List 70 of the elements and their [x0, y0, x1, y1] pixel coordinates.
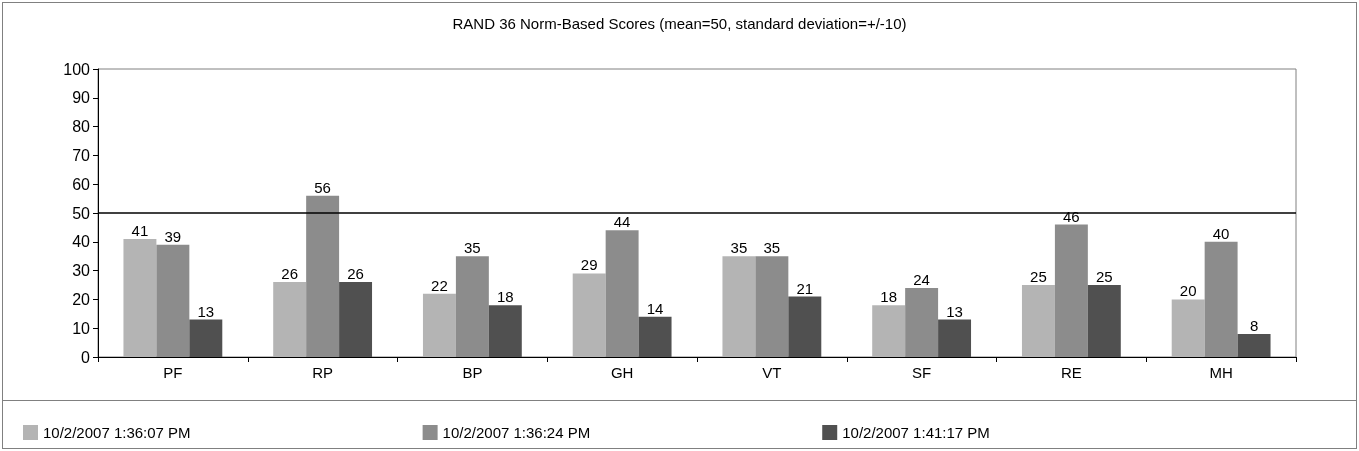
x-tick-label: SF: [912, 364, 932, 381]
data-label: 13: [946, 302, 963, 320]
y-tick-label: 40: [72, 233, 91, 251]
x-tick-label: GH: [610, 364, 634, 381]
x-tick-label: VT: [762, 364, 782, 381]
data-label: 35: [730, 239, 748, 257]
data-label: 39: [164, 227, 182, 245]
bar: [572, 273, 606, 357]
bar: [1021, 285, 1055, 357]
bar: [488, 305, 522, 357]
bar: [339, 282, 373, 357]
bar: [306, 195, 340, 357]
y-tick-label: 80: [72, 118, 91, 136]
data-label: 44: [613, 213, 631, 231]
data-label: 8: [1249, 316, 1259, 334]
bar: [1054, 224, 1088, 357]
y-tick-label: 70: [72, 146, 91, 164]
y-tick-label: 20: [72, 290, 91, 308]
chart-title: RAND 36 Norm-Based Scores (mean=50, standard deviation=+/-10): [452, 15, 907, 32]
x-tick-label: RP: [312, 364, 334, 381]
data-label: 18: [496, 288, 514, 306]
data-label: 24: [913, 270, 930, 288]
bar: [605, 230, 639, 357]
bar: [1171, 299, 1205, 357]
data-label: 35: [464, 239, 481, 257]
data-label: 18: [880, 288, 898, 306]
data-label: 35: [763, 239, 781, 257]
bar: [755, 256, 789, 357]
legend-label: 10/2/2007 1:36:24 PM: [442, 424, 591, 441]
bar: [1204, 241, 1238, 357]
y-tick-label: 60: [72, 175, 91, 193]
y-tick-label: 10: [72, 319, 91, 337]
bar: [1237, 333, 1271, 357]
bar: [1087, 285, 1121, 357]
data-label: 56: [314, 178, 331, 196]
x-tick-label: PF: [163, 364, 183, 381]
data-label: 29: [580, 256, 598, 274]
bar: [422, 293, 456, 357]
bar: [273, 282, 307, 357]
data-label: 21: [796, 279, 814, 297]
data-label: 22: [431, 276, 448, 294]
data-label: 13: [197, 302, 215, 320]
y-tick-label: 30: [72, 262, 91, 280]
legend-label: 10/2/2007 1:36:07 PM: [43, 424, 191, 441]
bar: [722, 256, 756, 357]
bar: [455, 256, 489, 357]
x-tick-label: RE: [1060, 364, 1082, 381]
data-label: 25: [1095, 268, 1113, 285]
data-label: 26: [281, 265, 299, 283]
y-tick-label: 90: [72, 89, 91, 107]
y-tick-label: 50: [72, 204, 91, 222]
data-label: 14: [646, 299, 664, 317]
y-tick-label: 100: [63, 60, 91, 78]
legend-label: 10/2/2007 1:41:17 PM: [842, 424, 990, 441]
bar: [156, 244, 190, 357]
bar: [788, 296, 822, 357]
data-label: 40: [1212, 224, 1230, 242]
bar: [905, 287, 939, 357]
data-label: 26: [347, 265, 364, 283]
y-tick-label: 0: [81, 348, 91, 366]
bar: [938, 319, 972, 357]
bar: [189, 319, 223, 357]
data-label: 41: [131, 221, 149, 239]
x-tick-label: MH: [1209, 364, 1233, 381]
x-tick-label: BP: [462, 364, 483, 381]
bar: [123, 238, 157, 357]
bar: [638, 316, 672, 357]
data-label: 20: [1179, 282, 1197, 300]
bar: [872, 305, 906, 357]
data-label: 25: [1030, 268, 1047, 285]
